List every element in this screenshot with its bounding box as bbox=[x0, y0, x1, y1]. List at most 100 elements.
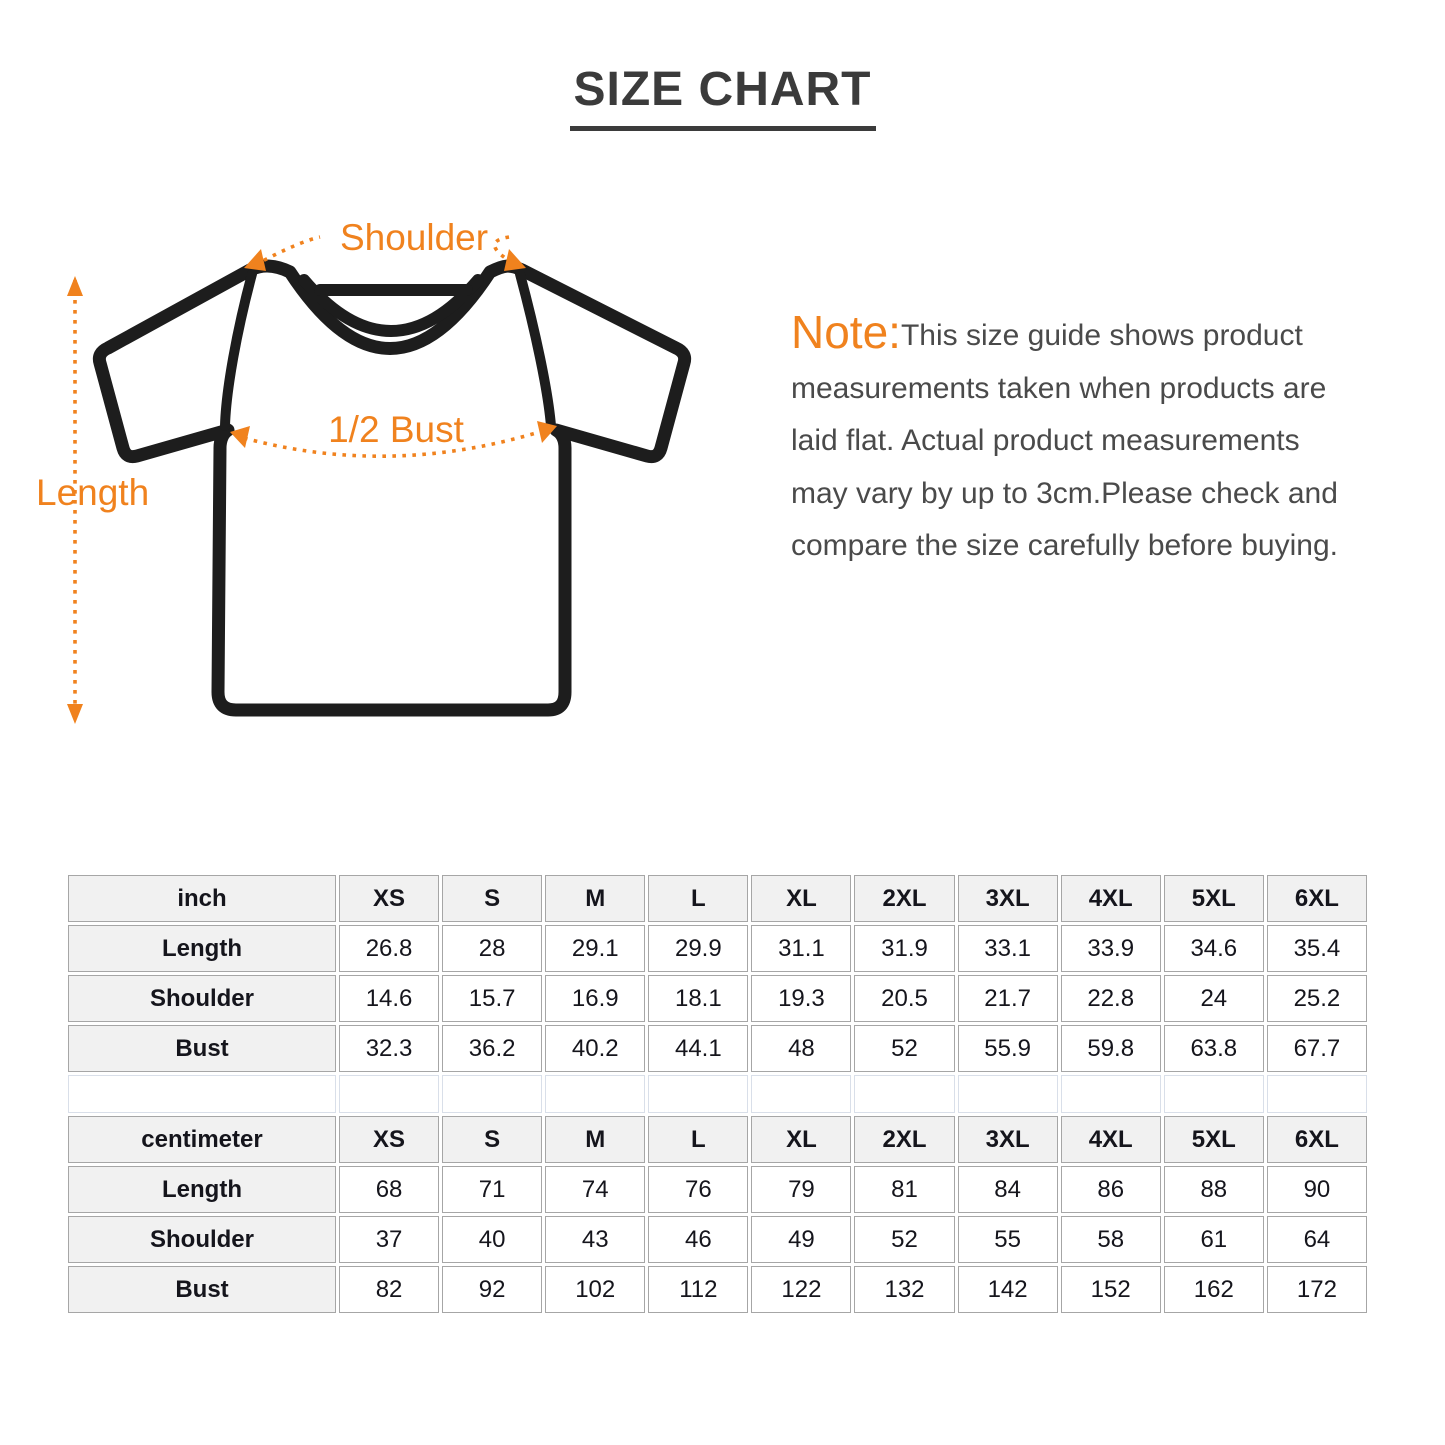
tshirt-measurement-diagram: Length Shoulder 1/2 Bust bbox=[36, 217, 692, 724]
measurement-label-cell: Shoulder bbox=[68, 975, 336, 1022]
size-header-cell: S bbox=[442, 1116, 543, 1163]
page-title-text: SIZE CHART bbox=[569, 62, 876, 131]
size-header-cell: L bbox=[648, 1116, 749, 1163]
measurement-value-cell: 49 bbox=[751, 1216, 852, 1263]
spacer-cell bbox=[1060, 1075, 1161, 1113]
measurement-value-cell: 31.1 bbox=[751, 925, 852, 972]
measurement-row: Bust 32.3 36.2 40.2 44.1 48 52 55.9 59.8 63.8 67.7 bbox=[68, 1025, 1367, 1072]
size-header-cell: 6XL bbox=[1266, 875, 1367, 922]
size-header-cell: 5XL bbox=[1163, 875, 1264, 922]
right-armhole-seam bbox=[515, 269, 556, 431]
measurement-value-cell: 46 bbox=[648, 1216, 749, 1263]
measurement-value-cell: 15.7 bbox=[442, 975, 543, 1022]
measurement-value-cell: 68 bbox=[339, 1166, 440, 1213]
measurement-value-cell: 52 bbox=[854, 1025, 955, 1072]
measurement-value-cell: 67.7 bbox=[1266, 1025, 1367, 1072]
spacer-cell bbox=[442, 1075, 543, 1113]
measurement-value-cell: 19.3 bbox=[751, 975, 852, 1022]
note-line: compare the size carefully before buying… bbox=[791, 529, 1338, 562]
measurement-value-cell: 86 bbox=[1060, 1166, 1161, 1213]
size-header-cell: L bbox=[648, 875, 749, 922]
note-line: laid flat. Actual product measurements bbox=[791, 424, 1300, 457]
size-header-cell: 2XL bbox=[854, 1116, 955, 1163]
measurement-value-cell: 172 bbox=[1266, 1266, 1367, 1313]
note-line: may vary by up to 3cm.Please check and bbox=[791, 476, 1338, 510]
spacer-cell bbox=[545, 1075, 646, 1113]
measurement-row: Length 26.8 28 29.1 29.9 31.1 31.9 33.1 33.9 34.6… bbox=[68, 925, 1367, 972]
measurement-value-cell: 55 bbox=[957, 1216, 1058, 1263]
measurement-value-cell: 33.1 bbox=[957, 925, 1058, 972]
measurement-value-cell: 22.8 bbox=[1060, 975, 1161, 1022]
size-header-cell: 4XL bbox=[1060, 875, 1161, 922]
measurement-label-cell: Length bbox=[68, 925, 336, 972]
measurement-value-cell: 92 bbox=[442, 1266, 543, 1313]
measurement-value-cell: 112 bbox=[648, 1266, 749, 1313]
measurement-row: Bust 82 92 102 112 122 132 142 152 162 172 bbox=[68, 1266, 1367, 1313]
measurement-value-cell: 18.1 bbox=[648, 975, 749, 1022]
arrow-up-left-icon bbox=[230, 426, 250, 448]
size-header-cell: 6XL bbox=[1266, 1116, 1367, 1163]
measurement-value-cell: 14.6 bbox=[339, 975, 440, 1022]
measurement-value-cell: 132 bbox=[854, 1266, 955, 1313]
note-label: Note: bbox=[791, 306, 901, 358]
note-line: measurements taken when products are bbox=[791, 371, 1327, 405]
collar-inner-arc bbox=[298, 274, 484, 337]
arrow-down-left-icon bbox=[244, 249, 266, 271]
measurement-value-cell: 102 bbox=[545, 1266, 646, 1313]
measurement-value-cell: 31.9 bbox=[854, 925, 955, 972]
measurement-label-cell: Bust bbox=[68, 1025, 336, 1072]
measurement-value-cell: 28 bbox=[442, 925, 543, 972]
size-tables-body: inch XS S M L XL 2XL 3XL 4XL 5XL 6XL Length 26.8 28 29… bbox=[68, 875, 1367, 1313]
spacer-cell bbox=[1163, 1075, 1264, 1113]
measurement-value-cell: 63.8 bbox=[1163, 1025, 1264, 1072]
measurement-value-cell: 55.9 bbox=[957, 1025, 1058, 1072]
measurement-value-cell: 16.9 bbox=[545, 975, 646, 1022]
measurement-value-cell: 29.9 bbox=[648, 925, 749, 972]
size-header-cell: 2XL bbox=[854, 875, 955, 922]
measurement-value-cell: 20.5 bbox=[854, 975, 955, 1022]
size-header-row: inch XS S M L XL 2XL 3XL 4XL 5XL 6XL bbox=[68, 875, 1367, 922]
measurement-value-cell: 61 bbox=[1163, 1216, 1264, 1263]
measurement-value-cell: 43 bbox=[545, 1216, 646, 1263]
measurement-value-cell: 48 bbox=[751, 1025, 852, 1072]
measurement-value-cell: 90 bbox=[1266, 1166, 1367, 1213]
measurement-value-cell: 32.3 bbox=[339, 1025, 440, 1072]
measurement-value-cell: 71 bbox=[442, 1166, 543, 1213]
tshirt-outline bbox=[92, 259, 692, 717]
measurement-value-cell: 40.2 bbox=[545, 1025, 646, 1072]
measurement-value-cell: 81 bbox=[854, 1166, 955, 1213]
size-header-cell: 3XL bbox=[957, 875, 1058, 922]
size-header-cell: 4XL bbox=[1060, 1116, 1161, 1163]
measurement-label-cell: Length bbox=[68, 1166, 336, 1213]
measurement-value-cell: 25.2 bbox=[1266, 975, 1367, 1022]
size-header-row: centimeter XS S M L XL 2XL 3XL 4XL 5XL 6XL bbox=[68, 1116, 1367, 1163]
measurement-value-cell: 58 bbox=[1060, 1216, 1161, 1263]
measurement-value-cell: 82 bbox=[339, 1266, 440, 1313]
size-chart-table: inch XS S M L XL 2XL 3XL 4XL 5XL 6XL Length 26.8 28 29… bbox=[65, 872, 1370, 1316]
measurement-value-cell: 59.8 bbox=[1060, 1025, 1161, 1072]
spacer-cell bbox=[68, 1075, 336, 1113]
size-header-cell: S bbox=[442, 875, 543, 922]
measurement-value-cell: 37 bbox=[339, 1216, 440, 1263]
measurement-value-cell: 122 bbox=[751, 1266, 852, 1313]
note-block: Note:This size guide shows product measu… bbox=[791, 306, 1407, 573]
size-header-cell: M bbox=[545, 1116, 646, 1163]
arrow-up-right-icon bbox=[537, 421, 557, 443]
spacer-cell bbox=[339, 1075, 440, 1113]
measurement-value-cell: 24 bbox=[1163, 975, 1264, 1022]
size-header-cell: XS bbox=[339, 1116, 440, 1163]
spacer-cell bbox=[854, 1075, 955, 1113]
shoulder-arrow-left-segment bbox=[254, 235, 321, 267]
measurement-value-cell: 84 bbox=[957, 1166, 1058, 1213]
arrow-up-icon bbox=[67, 276, 83, 296]
length-label: Length bbox=[36, 472, 149, 513]
measurement-row: Shoulder 37 40 43 46 49 52 55 58 61 64 bbox=[68, 1216, 1367, 1263]
arrow-down-icon bbox=[67, 704, 83, 724]
note-line-text: This size guide shows product bbox=[900, 319, 1303, 352]
measurement-value-cell: 26.8 bbox=[339, 925, 440, 972]
measurement-value-cell: 88 bbox=[1163, 1166, 1264, 1213]
measurement-value-cell: 79 bbox=[751, 1166, 852, 1213]
measurement-value-cell: 74 bbox=[545, 1166, 646, 1213]
measurement-value-cell: 34.6 bbox=[1163, 925, 1264, 972]
